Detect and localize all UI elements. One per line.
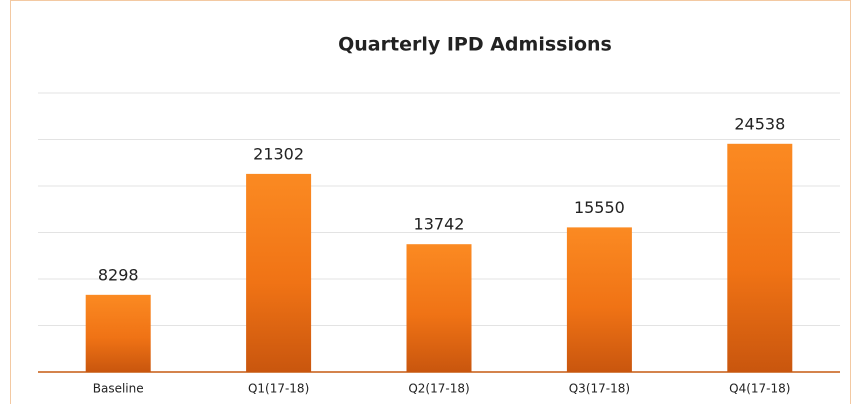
bar — [566, 227, 632, 372]
x-tick-label: Q2(17-18) — [408, 382, 469, 396]
bar — [406, 244, 472, 372]
data-label: 24538 — [734, 114, 785, 133]
bar — [85, 294, 151, 372]
x-tick-label: Q4(17-18) — [729, 382, 790, 396]
data-label: 13742 — [414, 215, 465, 234]
bar — [246, 173, 312, 372]
data-label: 21302 — [253, 144, 304, 163]
chart-title: Quarterly IPD Admissions — [338, 34, 612, 56]
bar — [727, 143, 793, 372]
x-tick-label: Q3(17-18) — [569, 382, 630, 396]
data-label: 15550 — [574, 198, 625, 217]
x-tick-label: Baseline — [93, 382, 144, 396]
x-tick-label: Q1(17-18) — [248, 382, 309, 396]
data-label: 8298 — [98, 265, 139, 284]
